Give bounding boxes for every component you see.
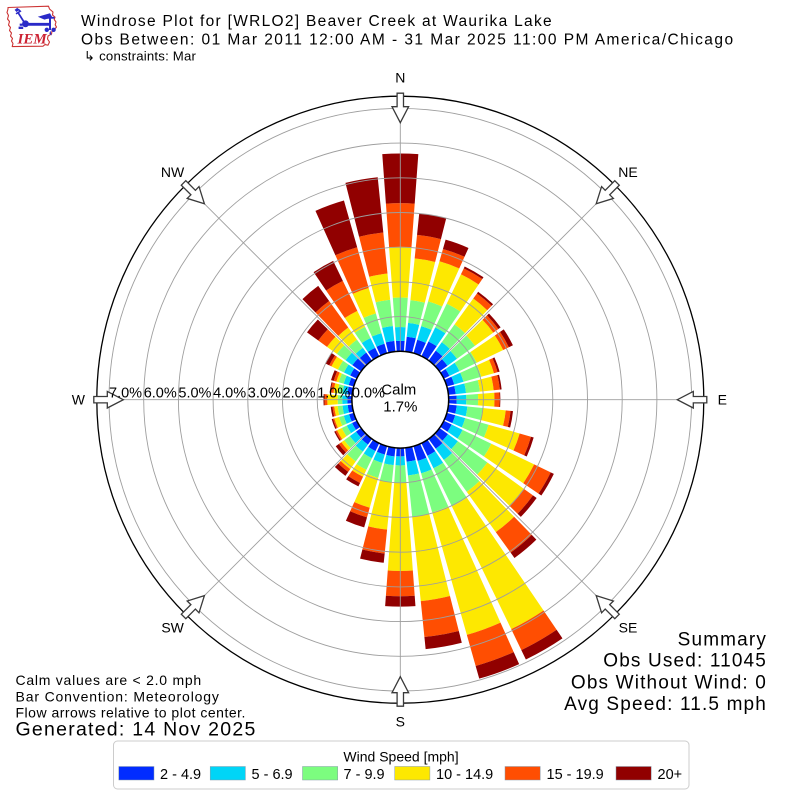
svg-text:0.0%: 0.0% — [352, 386, 385, 402]
svg-text:1.7%: 1.7% — [383, 399, 417, 416]
svg-text:2 - 4.9: 2 - 4.9 — [160, 767, 201, 783]
svg-text:Calm values are < 2.0 mph: Calm values are < 2.0 mph — [16, 672, 202, 688]
svg-text:Summary: Summary — [678, 630, 767, 651]
svg-text:Bar Convention: Meteorology: Bar Convention: Meteorology — [16, 689, 220, 705]
svg-text:Generated: 14 Nov 2025: Generated: 14 Nov 2025 — [16, 719, 257, 741]
svg-text:4.0%: 4.0% — [213, 386, 246, 402]
svg-text:7.0%: 7.0% — [109, 386, 142, 402]
svg-text:15 - 19.9: 15 - 19.9 — [547, 767, 604, 783]
svg-text:Flow arrows relative to plot c: Flow arrows relative to plot center. — [16, 705, 246, 721]
svg-text:Wind Speed [mph]: Wind Speed [mph] — [343, 749, 458, 765]
svg-text:20+: 20+ — [658, 767, 683, 783]
svg-text:N: N — [395, 70, 405, 86]
svg-text:NE: NE — [618, 164, 637, 180]
svg-text:Avg Speed: 11.5 mph: Avg Speed: 11.5 mph — [564, 694, 767, 715]
svg-text:W: W — [72, 392, 86, 408]
svg-text:7 - 9.9: 7 - 9.9 — [344, 767, 385, 783]
svg-text:Obs Used: 11045: Obs Used: 11045 — [603, 651, 767, 672]
svg-text:5.0%: 5.0% — [178, 386, 211, 402]
svg-text:SE: SE — [619, 619, 638, 635]
svg-text:5 - 6.9: 5 - 6.9 — [252, 767, 293, 783]
svg-text:Calm: Calm — [381, 382, 416, 399]
svg-text:↳ constraints: Mar: ↳ constraints: Mar — [84, 49, 197, 64]
svg-text:10 - 14.9: 10 - 14.9 — [436, 767, 493, 783]
svg-text:Obs Between: 01 Mar 2011 12:00: Obs Between: 01 Mar 2011 12:00 AM - 31 M… — [81, 32, 735, 49]
svg-text:S: S — [396, 714, 405, 730]
svg-text:NW: NW — [161, 164, 185, 180]
svg-text:E: E — [718, 392, 727, 408]
svg-text:SW: SW — [161, 619, 184, 635]
svg-text:IEM: IEM — [17, 32, 48, 48]
svg-text:Obs Without Wind: 0: Obs Without Wind: 0 — [571, 673, 767, 694]
svg-text:1.0%: 1.0% — [317, 386, 350, 402]
svg-text:2.0%: 2.0% — [283, 386, 316, 402]
svg-text:Windrose Plot for [WRLO2] Beav: Windrose Plot for [WRLO2] Beaver Creek a… — [81, 13, 553, 30]
svg-text:6.0%: 6.0% — [144, 386, 177, 402]
svg-text:3.0%: 3.0% — [248, 386, 281, 402]
